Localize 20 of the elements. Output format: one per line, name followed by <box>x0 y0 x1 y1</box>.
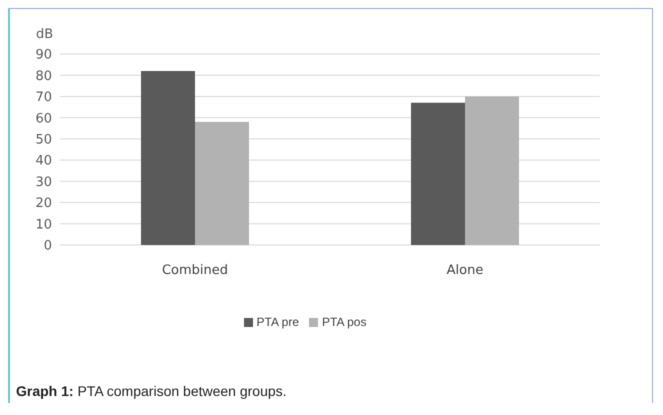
y-tick-label: 20 <box>35 196 52 212</box>
y-tick-label: 30 <box>35 174 52 190</box>
y-tick-label: 60 <box>35 111 52 126</box>
y-tick-label: 50 <box>35 132 52 148</box>
bar <box>411 102 465 245</box>
bar <box>465 96 519 245</box>
x-tick-label: Combined <box>162 263 228 278</box>
y-tick-label: 10 <box>35 217 52 232</box>
bar <box>195 122 249 245</box>
y-tick-label: 70 <box>35 90 52 106</box>
y-tick-label: 40 <box>35 154 52 169</box>
caption: Graph 1: PTA comparison between groups. <box>16 383 287 399</box>
y-axis-title: dB <box>36 27 54 42</box>
x-tick-label: Alone <box>446 263 484 278</box>
y-tick-label: 90 <box>35 48 52 63</box>
legend-label: PTA pos <box>322 315 366 329</box>
y-tick-label: 0 <box>44 238 52 254</box>
bar <box>141 70 195 245</box>
y-tick-label: 80 <box>35 68 52 84</box>
legend-label: PTA pre <box>256 315 299 329</box>
